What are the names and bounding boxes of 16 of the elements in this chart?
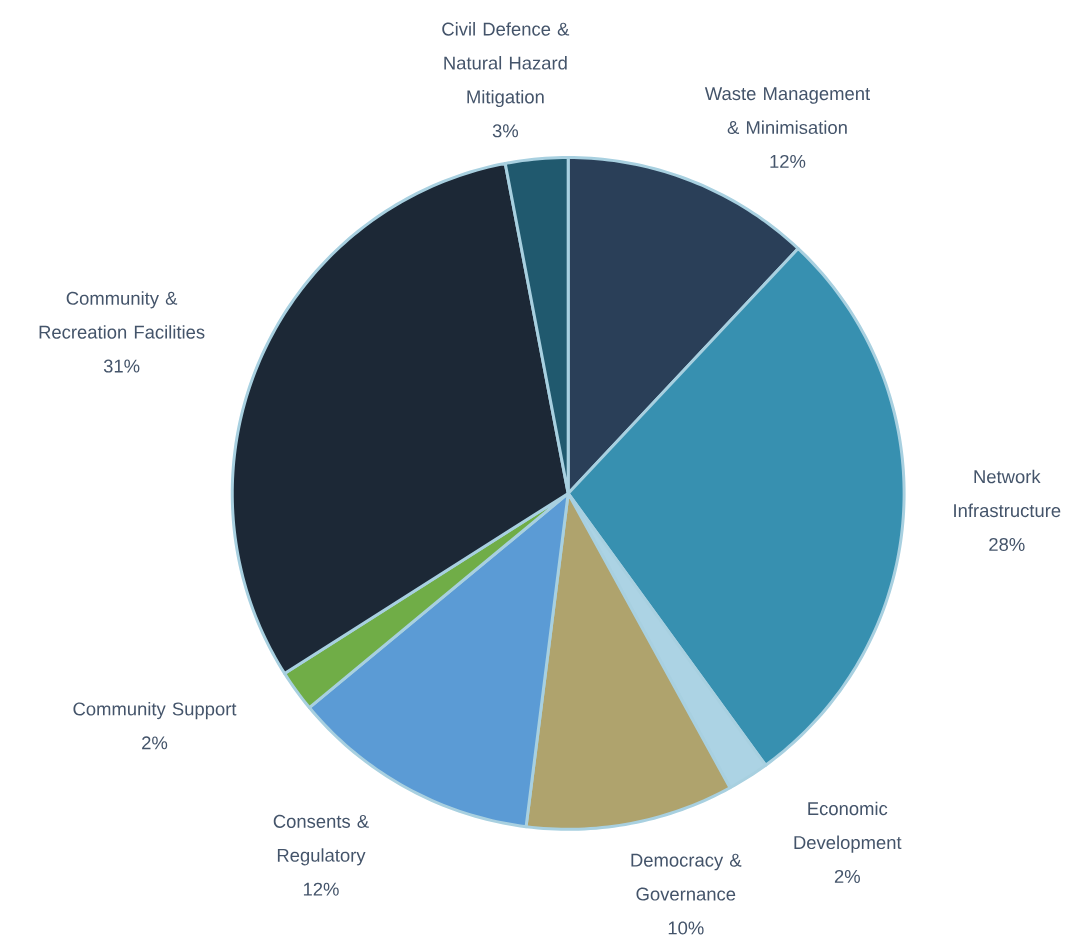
data-label: 2% [834, 869, 860, 883]
slice-label: Network Infrastructure [954, 469, 1061, 518]
slice-label: Waste Management & Minimisation [704, 87, 870, 135]
data-label: 12% [770, 154, 806, 168]
data-label: 31% [103, 359, 140, 373]
slice-label: Civil Defence & Natural Hazard Mitigation [442, 22, 570, 108]
data-label: 2% [142, 736, 168, 750]
data-label: 28% [989, 537, 1025, 552]
slice-label: Economic Development [794, 801, 902, 853]
data-label: 10% [668, 921, 704, 935]
data-label: 12% [303, 882, 339, 896]
slice-label: Consents & Regulatory [273, 814, 369, 866]
slice-label: Community & Recreation Facilities [39, 291, 205, 339]
slice-label: Democracy & Governance [631, 853, 742, 901]
data-label: 3% [492, 124, 519, 138]
slice-label: Community Support [73, 701, 237, 720]
